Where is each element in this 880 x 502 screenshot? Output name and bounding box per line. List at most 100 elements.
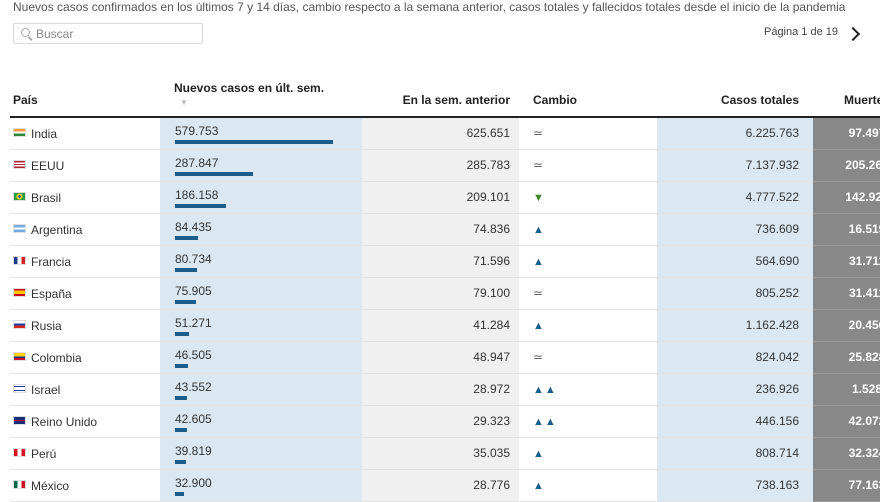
country-name: Argentina [31, 222, 83, 237]
total-cases-cell: 808.714 [657, 437, 813, 470]
column-header-country[interactable]: País [10, 63, 160, 117]
total-cases-cell: 446.156 [657, 405, 813, 438]
deaths-cell: 142.921 [813, 181, 880, 214]
country-cell: Francia [10, 245, 160, 278]
column-header-total[interactable]: Casos totales [657, 63, 813, 117]
sort-descending-icon: ▼ [180, 98, 188, 107]
column-header-label: País [13, 93, 38, 107]
flag-usa-icon [13, 159, 26, 169]
flag-colombia-icon [13, 351, 26, 361]
change-up-icon: ▲ [533, 320, 545, 332]
deaths-cell: 42.072 [813, 405, 880, 438]
prev-week-cell: 28.972 [362, 373, 519, 406]
change-approx-icon: ≃ [533, 158, 545, 172]
change-up-icon: ▲▲ [533, 384, 557, 396]
prev-week-cell: 209.101 [362, 181, 519, 214]
country-cell: EEUU [10, 149, 160, 182]
prev-week-cell: 285.783 [362, 149, 519, 182]
country-cell: Brasil [10, 181, 160, 214]
new-cases-cell: 579.753 [160, 117, 362, 150]
column-header-label: Muertes [843, 93, 880, 107]
new-cases-cell: 84.435 [160, 213, 362, 246]
new-cases-cell: 75.905 [160, 277, 362, 310]
change-up-icon: ▲ [533, 224, 545, 236]
prev-week-cell: 625.651 [362, 117, 519, 150]
change-cell: ▲▲ [519, 405, 657, 438]
change-cell: ▼ [519, 181, 657, 214]
new-cases-value: 46.505 [175, 347, 212, 362]
new-cases-bar [175, 267, 197, 272]
deaths-cell: 16.519 [813, 213, 880, 246]
new-cases-cell: 32.900 [160, 469, 362, 502]
change-up-icon: ▲ [533, 256, 545, 268]
new-cases-bar [175, 491, 184, 496]
total-cases-cell: 4.777.522 [657, 181, 813, 214]
new-cases-cell: 39.819 [160, 437, 362, 470]
column-header-prev-week[interactable]: En la sem. anterior [362, 63, 519, 117]
change-cell: ≃ [519, 341, 657, 374]
new-cases-cell: 287.847 [160, 149, 362, 182]
new-cases-value: 42.605 [175, 411, 212, 426]
prev-week-cell: 28.776 [362, 469, 519, 502]
new-cases-bar [175, 331, 189, 336]
flag-peru-icon [13, 447, 26, 457]
country-cell: Perú [10, 437, 160, 470]
new-cases-bar [175, 171, 253, 176]
new-cases-cell: 43.552 [160, 373, 362, 406]
new-cases-value: 287.847 [175, 155, 219, 170]
country-name: EEUU [31, 158, 65, 173]
country-name: Israel [31, 382, 61, 397]
page-indicator: Página 1 de 19 [763, 26, 838, 38]
flag-spain-icon [13, 287, 26, 297]
country-cell: Colombia [10, 341, 160, 374]
country-name: Rusia [31, 318, 62, 333]
change-down-icon: ▼ [533, 192, 545, 204]
search-box[interactable] [13, 23, 203, 44]
total-cases-cell: 1.162.428 [657, 309, 813, 342]
country-cell: Israel [10, 373, 160, 406]
new-cases-bar [175, 363, 188, 368]
column-header-change[interactable]: Cambio [519, 63, 657, 117]
table-header-row: País Nuevos casos en últ. sem. ▼ En la s… [10, 63, 880, 117]
column-header-label: Nuevos casos en últ. sem. [174, 81, 325, 95]
total-cases-cell: 7.137.932 [657, 149, 813, 182]
column-header-deaths[interactable]: Muertes [813, 63, 880, 117]
new-cases-bar [175, 203, 226, 208]
search-input[interactable] [36, 26, 196, 41]
country-name: Reino Unido [31, 414, 98, 429]
new-cases-bar [175, 140, 333, 144]
country-cell: Rusia [10, 309, 160, 342]
column-header-new-cases[interactable]: Nuevos casos en últ. sem. ▼ [160, 63, 362, 117]
next-page-button[interactable] [846, 25, 862, 43]
country-cell: Argentina [10, 213, 160, 246]
change-up-icon: ▲ [533, 448, 545, 460]
country-cell: India [10, 117, 160, 150]
change-approx-icon: ≃ [533, 126, 545, 141]
deaths-cell: 31.411 [813, 277, 880, 310]
new-cases-bar [175, 459, 186, 464]
change-cell: ≃ [519, 277, 657, 310]
column-header-label: En la sem. anterior [402, 93, 510, 107]
country-name: India [31, 126, 58, 141]
country-name: España [31, 286, 72, 301]
deaths-cell: 32.324 [813, 437, 880, 470]
table-subtitle: Nuevos casos confirmados en los últimos … [13, 0, 846, 14]
country-cell: Reino Unido [10, 405, 160, 438]
country-name: México [31, 478, 70, 493]
prev-week-cell: 48.947 [362, 341, 519, 374]
flag-france-icon [13, 255, 26, 265]
country-cell: México [10, 469, 160, 502]
deaths-cell: 25.828 [813, 341, 880, 374]
flag-india-icon [13, 128, 26, 138]
change-cell: ▲ [519, 437, 657, 470]
new-cases-cell: 51.271 [160, 309, 362, 342]
new-cases-cell: 46.505 [160, 341, 362, 374]
deaths-cell: 205.263 [813, 149, 880, 182]
flag-russia-icon [13, 319, 26, 329]
change-cell: ▲ [519, 309, 657, 342]
prev-week-cell: 35.035 [362, 437, 519, 470]
